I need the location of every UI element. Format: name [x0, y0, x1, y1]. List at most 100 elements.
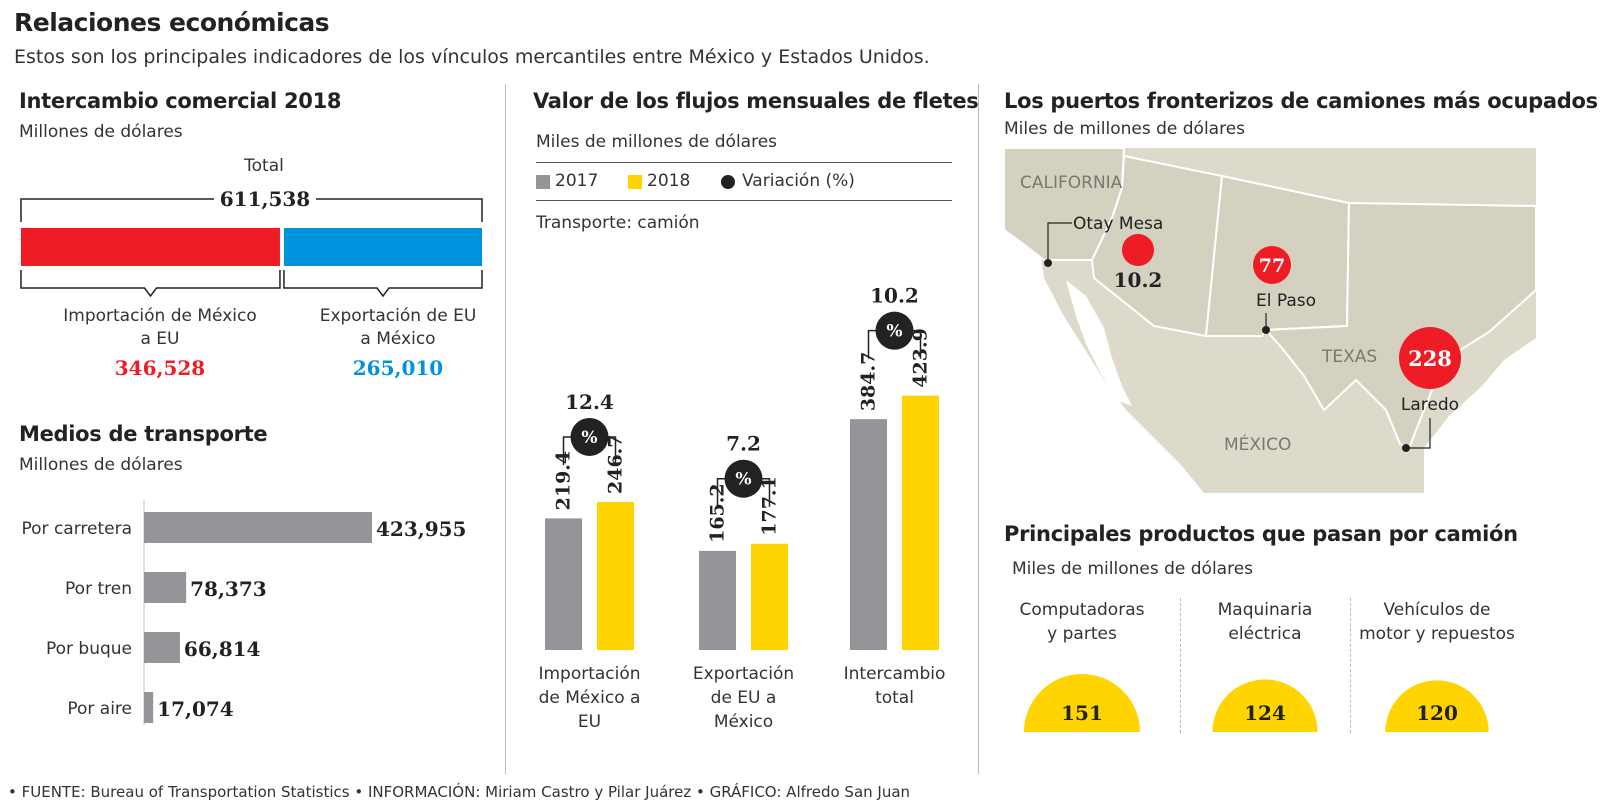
fletes-bar-2017: [699, 550, 736, 650]
medios-bar: [144, 512, 372, 543]
legend-rule-top: [536, 162, 952, 163]
fletes-category-label: total: [875, 688, 914, 708]
otay-mesa-value: 10.2: [1114, 268, 1163, 292]
border-map: CALIFORNIA TEXAS MÉXICO Otay Mesa 10.2 7…: [1004, 148, 1536, 493]
variation-circle: [570, 417, 609, 456]
legend-swatch-2018: [628, 175, 642, 189]
medios-value-label: 66,814: [184, 637, 261, 661]
laredo-value: 228: [1408, 346, 1452, 371]
fletes-unit: Miles de millones de dólares: [536, 132, 778, 152]
medios-category-label: Por carretera: [22, 519, 133, 539]
producto-chart: 120: [1385, 680, 1489, 732]
producto-label: motor y repuestos: [1359, 624, 1515, 644]
fletes-category-label: EU: [577, 712, 602, 732]
legend-2018: 2018: [647, 171, 691, 191]
legend-dot-variation: [721, 175, 735, 189]
medios-bar: [144, 632, 180, 663]
productos-unit: Miles de millones de dólares: [1012, 559, 1254, 579]
pacific-ocean: [1004, 230, 1204, 493]
otay-mesa-bubble: [1122, 234, 1154, 266]
producto-value: 151: [1061, 701, 1103, 725]
total-label: Total: [244, 156, 284, 176]
medios-title: Medios de transporte: [19, 422, 268, 446]
producto-label: Computadoras: [1019, 600, 1145, 620]
import-value: 346,528: [114, 356, 206, 380]
transporte-label: Transporte: camión: [536, 213, 700, 233]
total-value: 611,538: [220, 187, 310, 211]
import-bracket: [20, 270, 281, 298]
state-texas: [1263, 201, 1536, 450]
fletes-category-label: México: [713, 712, 774, 732]
fletes-bar-2017: [545, 518, 582, 650]
el-paso-value: 77: [1259, 255, 1285, 277]
otay-mesa-label: Otay Mesa: [1073, 214, 1163, 234]
medios-value-label: 17,074: [157, 697, 234, 721]
productos-divider: [1180, 598, 1181, 733]
import-bar: [21, 228, 280, 266]
productos-divider: [1350, 598, 1351, 733]
puertos-unit: Miles de millones de dólares: [1004, 119, 1246, 139]
laredo-leader: [1406, 418, 1431, 449]
import-label-line1: Importación de México: [63, 306, 257, 326]
laredo-marker: [1402, 444, 1410, 452]
import-label-line2: a EU: [140, 329, 180, 349]
variation-value: 7.2: [726, 432, 761, 456]
fletes-bar-2017: [850, 419, 887, 650]
producto-label: eléctrica: [1228, 624, 1302, 644]
legend-2017: 2017: [555, 171, 599, 191]
legend-swatch-2017: [536, 175, 550, 189]
producto-label: Maquinaria: [1217, 600, 1313, 620]
variation-symbol: %: [581, 428, 597, 448]
footer-credits: • FUENTE: Bureau of Transportation Stati…: [8, 783, 911, 801]
fletes-value-2017: 384.7: [858, 352, 880, 412]
variation-value: 10.2: [870, 284, 919, 308]
fletes-category-label: de EU a: [710, 688, 777, 708]
legend-variation: Variación (%): [742, 171, 855, 191]
page-title: Relaciones económicas: [14, 8, 330, 37]
legend-rule-bottom: [536, 200, 952, 201]
otay-mesa-marker: [1044, 259, 1052, 267]
puertos-title: Los puertos fronterizos de camiones más …: [1004, 89, 1598, 113]
gulf-of-california: [1066, 280, 1132, 406]
producto-label: Vehículos de: [1383, 600, 1491, 620]
fletes-category-label: de México a: [538, 688, 641, 708]
producto-value: 124: [1244, 701, 1286, 725]
page-subtitle: Estos son los principales indicadores de…: [14, 46, 930, 68]
producto-semicircle: [1385, 680, 1489, 732]
laredo-label: Laredo: [1401, 395, 1459, 415]
total-bracket-right: [316, 198, 483, 222]
label-mexico: MÉXICO: [1224, 433, 1291, 455]
gulf-of-mexico: [1424, 338, 1536, 493]
producto-semicircle: [1212, 679, 1318, 732]
medios-chart: Por carretera 423,955 Por tren 78,373 Por bu…: [22, 500, 466, 725]
fletes-bar-2018: [597, 501, 634, 650]
medios-value-label: 423,955: [376, 517, 466, 541]
producto-label: y partes: [1047, 624, 1117, 644]
intercambio-chart: 611,538: [20, 187, 483, 298]
otay-mesa-leader: [1047, 222, 1072, 263]
export-bar: [283, 228, 482, 266]
producto-value: 120: [1416, 701, 1458, 725]
fletes-bar-2018: [902, 395, 939, 650]
producto-chart: 124: [1212, 679, 1318, 732]
intercambio-title: Intercambio comercial 2018: [19, 89, 342, 113]
medios-unit: Millones de dólares: [19, 455, 183, 475]
variation-circle: [724, 459, 763, 498]
variation-symbol: %: [735, 470, 751, 490]
column-divider: [978, 84, 979, 774]
medios-category-label: Por aire: [67, 699, 132, 719]
variation-value: 12.4: [565, 390, 614, 414]
medios-bar: [144, 692, 154, 723]
el-paso-label: El Paso: [1256, 291, 1316, 311]
el-paso-bubble: [1253, 246, 1291, 284]
producto-semicircle: [1024, 674, 1140, 732]
column-divider: [505, 84, 506, 774]
productos-title: Principales productos que pasan por cami…: [1004, 522, 1518, 546]
fletes-bar-2018: [751, 543, 788, 650]
fletes-category-label: Importación: [538, 664, 641, 684]
medios-value-label: 78,373: [190, 577, 267, 601]
total-bracket-left: [20, 198, 214, 222]
export-bracket: [283, 270, 483, 298]
fletes-value-2017: 165.2: [707, 483, 729, 543]
